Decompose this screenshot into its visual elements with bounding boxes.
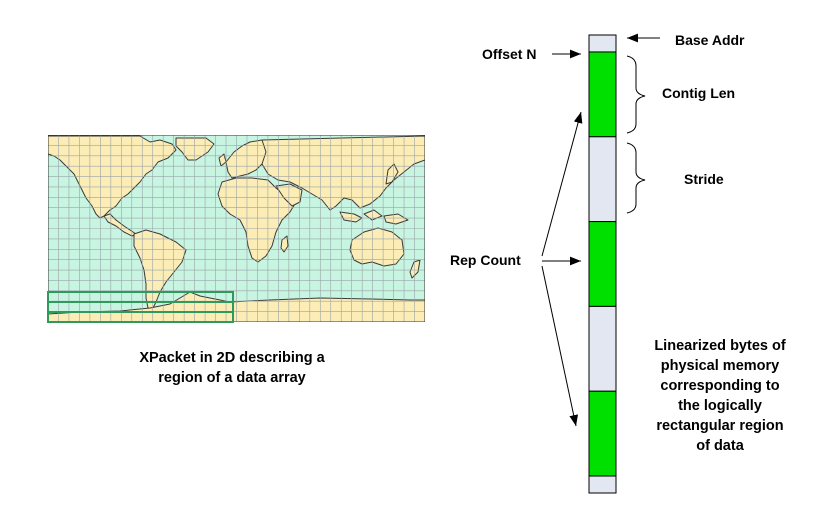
map-grid [48, 135, 425, 322]
memory-caption-line: physical memory [660, 358, 780, 374]
offset-n-label: Offset N [482, 46, 536, 62]
memory-caption-line: corresponding to [660, 378, 780, 394]
stride-brace [626, 142, 646, 214]
stride-label: Stride [684, 171, 724, 187]
xpacket-selection [47, 291, 234, 323]
memory-gap-block [588, 305, 617, 392]
rep-count-arrow-up [541, 111, 583, 257]
land-north-america [48, 135, 177, 219]
land-new-guinea [383, 213, 409, 225]
memory-gap-block [588, 34, 617, 53]
memory-caption: Linearized bytes of physical memory corr… [622, 336, 818, 456]
map-caption-line: region of a data array [158, 370, 306, 386]
map-caption: XPacket in 2D describing a region of a d… [82, 348, 382, 388]
memory-caption-line: Linearized bytes of [654, 338, 786, 354]
memory-caption-line: rectangular region [656, 418, 784, 434]
memory-data-block [588, 390, 617, 477]
memory-data-block [588, 51, 617, 138]
map-caption-line: XPacket in 2D describing a [139, 350, 325, 366]
memory-gap-block [588, 136, 617, 223]
land-japan [385, 163, 399, 185]
land-greenland [175, 137, 215, 161]
land-australia [349, 227, 405, 267]
selection-outline [47, 291, 234, 323]
memory-caption-line: the logically [678, 398, 762, 414]
land-asia [261, 135, 425, 211]
land-africa [217, 177, 297, 263]
rep-count-arrow-down [541, 265, 579, 427]
memory-caption-line: of data [696, 438, 744, 454]
contig-len-label: Contig Len [662, 85, 735, 101]
memory-bar [588, 34, 617, 494]
world-map [48, 135, 425, 322]
base-addr-label: Base Addr [675, 32, 745, 48]
contig-len-brace [626, 55, 646, 134]
memory-gap-block [588, 475, 617, 494]
memory-data-block [588, 221, 617, 307]
rep-count-label: Rep Count [450, 252, 521, 268]
